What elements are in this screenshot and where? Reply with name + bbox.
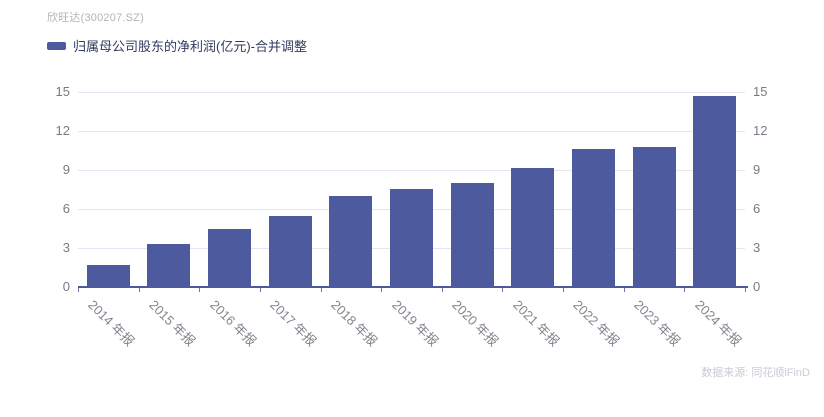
x-axis-tick — [78, 288, 79, 292]
y-tick-label-right-0: 0 — [753, 279, 761, 294]
x-tick-label-2017: 2017 年报 — [267, 297, 320, 350]
legend-item[interactable]: 归属母公司股东的净利润(亿元)-合并调整 — [47, 36, 307, 55]
x-axis-tick — [745, 288, 746, 292]
legend-label: 归属母公司股东的净利润(亿元)-合并调整 — [73, 39, 307, 54]
x-tick-label-2016: 2016 年报 — [206, 297, 259, 350]
x-tick-label-2023: 2023 年报 — [631, 297, 684, 350]
x-axis-tick — [138, 288, 140, 292]
bar-band-2015 — [139, 92, 200, 287]
chart-title: 欣旺达(300207.SZ) — [47, 12, 144, 24]
y-tick-label-left-6: 6 — [62, 201, 70, 216]
x-axis-tick — [623, 288, 625, 292]
x-tick-label-2019: 2019 年报 — [388, 297, 441, 350]
x-tick-label-2020: 2020 年报 — [449, 297, 502, 350]
x-axis-tick — [441, 288, 443, 292]
y-tick-label-left-12: 12 — [55, 123, 70, 138]
y-tick-label-left-3: 3 — [62, 240, 70, 255]
gridline-9 — [78, 170, 745, 171]
x-tick-label-2021: 2021 年报 — [510, 297, 563, 350]
bar-band-2023 — [624, 92, 685, 287]
bar-2019[interactable] — [390, 189, 434, 287]
gridline-12 — [78, 131, 745, 132]
bar-2015[interactable] — [147, 244, 191, 287]
legend-swatch-icon — [47, 41, 66, 50]
bar-band-2022 — [563, 92, 624, 287]
x-axis-tick — [199, 288, 201, 292]
bar-2014[interactable] — [86, 265, 130, 287]
x-axis-tick — [684, 288, 686, 292]
y-tick-label-left-9: 9 — [62, 162, 70, 177]
y-tick-label-left-0: 0 — [62, 279, 70, 294]
y-tick-label-left-15: 15 — [55, 84, 70, 99]
x-axis-tick — [563, 288, 565, 292]
bar-2024[interactable] — [693, 96, 737, 287]
bar-2018[interactable] — [329, 195, 373, 287]
bar-2023[interactable] — [632, 147, 676, 287]
y-tick-label-right-15: 15 — [753, 84, 768, 99]
x-axis-tick — [381, 288, 383, 292]
x-axis-line — [78, 286, 748, 288]
x-tick-label-2024: 2024 年报 — [691, 297, 744, 350]
data-source-note: 数据来源: 同花顺iFinD — [701, 367, 810, 379]
x-axis-tick — [502, 288, 504, 292]
plot-area — [78, 92, 745, 287]
bars-layer — [78, 92, 745, 287]
bar-band-2024 — [684, 92, 745, 287]
x-axis-tick — [320, 288, 322, 292]
bar-2016[interactable] — [208, 228, 252, 287]
bar-2020[interactable] — [450, 182, 494, 287]
bar-band-2017 — [260, 92, 321, 287]
x-tick-label-2022: 2022 年报 — [570, 297, 623, 350]
x-tick-label-2015: 2015 年报 — [146, 297, 199, 350]
bar-band-2016 — [199, 92, 260, 287]
y-tick-label-right-9: 9 — [753, 162, 761, 177]
y-tick-label-right-6: 6 — [753, 201, 761, 216]
x-tick-label-2014: 2014 年报 — [85, 297, 138, 350]
bar-2022[interactable] — [571, 148, 615, 287]
x-axis-tick — [259, 288, 261, 292]
bar-2017[interactable] — [268, 216, 312, 287]
bar-band-2019 — [381, 92, 442, 287]
y-tick-label-right-12: 12 — [753, 123, 768, 138]
bar-band-2018 — [321, 92, 382, 287]
bar-band-2020 — [442, 92, 503, 287]
x-tick-label-2018: 2018 年报 — [328, 297, 381, 350]
gridline-15 — [78, 92, 745, 93]
bar-2021[interactable] — [511, 167, 555, 287]
bar-band-2021 — [502, 92, 563, 287]
bar-band-2014 — [78, 92, 139, 287]
y-tick-label-right-3: 3 — [753, 240, 761, 255]
